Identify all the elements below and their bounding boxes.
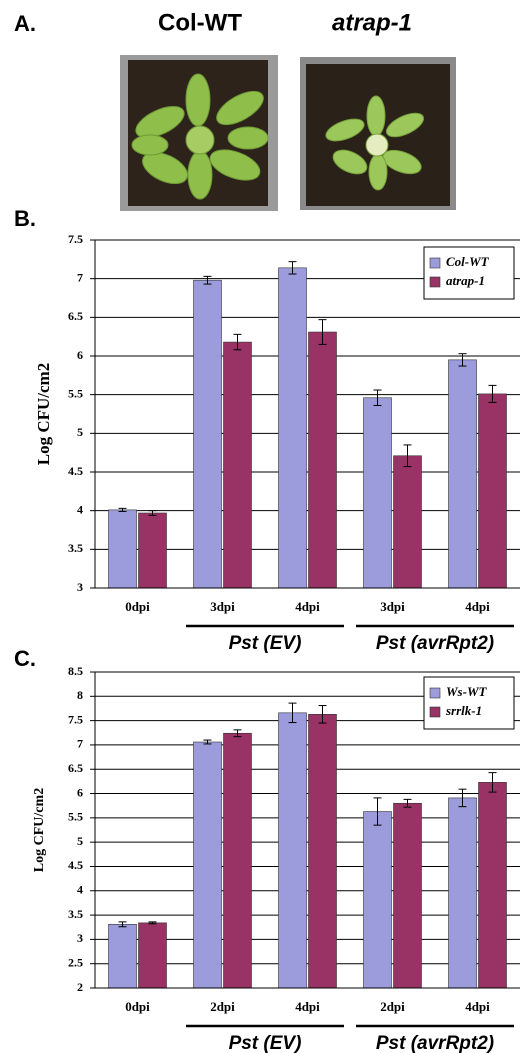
- y-tick-label: 3: [77, 931, 83, 945]
- y-tick-label: 6.5: [68, 761, 83, 775]
- x-tick-label: 4dpi: [295, 999, 320, 1014]
- y-tick-label: 5.5: [68, 386, 83, 400]
- x-tick-label: 2dpi: [210, 999, 235, 1014]
- legend-swatch: [430, 688, 440, 698]
- group-label: Pst (EV): [229, 1033, 302, 1053]
- legend-label: srrlk-1: [445, 703, 482, 718]
- panel-label: A.: [14, 11, 36, 36]
- x-tick-label: 4dpi: [465, 599, 490, 614]
- bar: [139, 923, 167, 988]
- bar: [194, 742, 222, 988]
- y-axis-title: Log CFU/cm2: [32, 788, 47, 872]
- page: A. Col-WT atrap-1 B. Log CFU/cm2 3 3.5 4 4.5 5…: [0, 0, 520, 1053]
- y-tick-label: 5.5: [68, 810, 83, 824]
- legend-label: Ws-WT: [446, 684, 488, 699]
- y-axis-title: Log CFU/cm2: [34, 363, 53, 465]
- bar: [449, 798, 477, 988]
- bar: [449, 360, 477, 588]
- figure: A. Col-WT atrap-1 B. Log CFU/cm2 3 3.5 4 4.5 5…: [0, 0, 520, 1053]
- bar: [279, 268, 307, 588]
- bar: [194, 280, 222, 588]
- photo: [120, 55, 278, 211]
- group-label: Pst (avrRpt2): [376, 1033, 494, 1053]
- bar: [364, 398, 392, 588]
- y-tick-label: 8.5: [68, 664, 83, 678]
- y-tick-label: 5: [77, 834, 83, 848]
- photo: [300, 57, 456, 210]
- bar: [479, 782, 507, 988]
- y-tick-label: 4: [77, 502, 83, 516]
- legend-swatch: [430, 277, 440, 287]
- x-tick-label: 0dpi: [125, 999, 150, 1014]
- y-tick-label: 3.5: [68, 907, 83, 921]
- bar: [394, 803, 422, 988]
- panel-label: B.: [14, 206, 36, 231]
- bar: [109, 510, 137, 588]
- y-tick-label: 5: [77, 425, 83, 439]
- y-tick-label: 6: [77, 348, 83, 362]
- x-tick-label: 3dpi: [380, 599, 405, 614]
- group-label: Pst (avrRpt2): [376, 633, 494, 654]
- y-tick-label: 7: [77, 737, 83, 751]
- bar: [109, 924, 137, 988]
- y-tick-label: 4.5: [68, 464, 83, 478]
- bar: [309, 714, 337, 988]
- bar: [479, 394, 507, 588]
- bar: [309, 332, 337, 588]
- legend-label: atrap-1: [446, 273, 485, 288]
- bar: [394, 456, 422, 588]
- bar: [139, 513, 167, 588]
- group-label: Pst (EV): [229, 633, 302, 654]
- y-tick-label: 3: [77, 580, 83, 594]
- y-tick-label: 8: [77, 688, 83, 702]
- y-tick-label: 3.5: [68, 541, 83, 555]
- bar: [224, 342, 252, 588]
- x-tick-label: 4dpi: [295, 599, 320, 614]
- panel-label: C.: [14, 646, 36, 671]
- y-tick-label: 7.5: [68, 712, 83, 726]
- bar: [364, 812, 392, 988]
- y-tick-label: 2.5: [68, 955, 83, 969]
- y-tick-label: 7: [77, 270, 83, 284]
- legend-swatch: [430, 707, 440, 717]
- x-tick-label: 4dpi: [465, 999, 490, 1014]
- y-tick-label: 6.5: [68, 309, 83, 323]
- photo-caption: atrap-1: [332, 9, 412, 36]
- legend-swatch: [430, 258, 440, 268]
- x-tick-label: 3dpi: [210, 599, 235, 614]
- y-tick-label: 7.5: [68, 232, 83, 246]
- bar: [224, 733, 252, 988]
- y-tick-label: 2: [77, 980, 83, 994]
- y-tick-label: 6: [77, 785, 83, 799]
- legend-label: Col-WT: [446, 254, 490, 269]
- y-tick-label: 4.5: [68, 858, 83, 872]
- x-tick-label: 2dpi: [380, 999, 405, 1014]
- bar: [279, 713, 307, 988]
- photo-caption: Col-WT: [158, 9, 242, 36]
- x-tick-label: 0dpi: [125, 599, 150, 614]
- y-tick-label: 4: [77, 883, 83, 897]
